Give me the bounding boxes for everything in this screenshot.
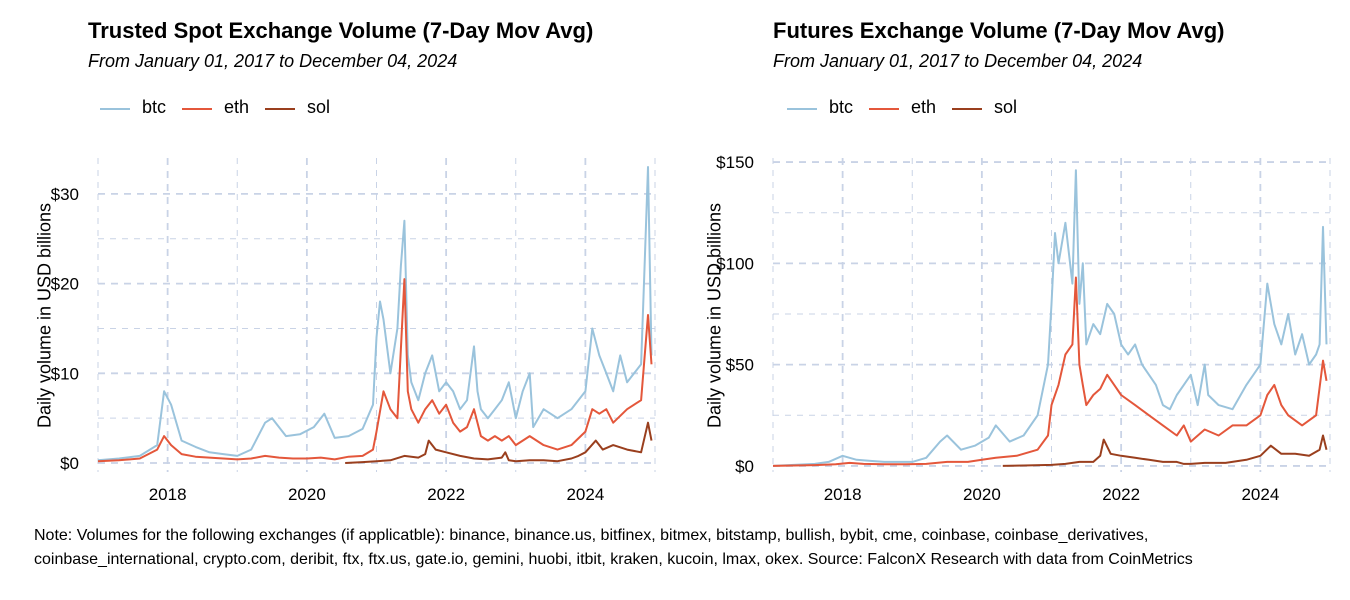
legend-swatch-sol (952, 107, 983, 110)
x-tick-label: 2022 (427, 485, 465, 504)
spot-chart-panel: Trusted Spot Exchange Volume (7-Day Mov … (0, 0, 675, 520)
y-tick-label: $0 (60, 454, 79, 473)
y-tick-label: $30 (51, 185, 79, 204)
legend-item-eth: eth (869, 97, 937, 118)
x-tick-label: 2018 (824, 485, 862, 504)
series-line-sol (1002, 434, 1328, 467)
y-tick-label: $20 (51, 275, 79, 294)
legend-item-sol: sol (265, 97, 331, 118)
x-tick-label: 2020 (963, 485, 1001, 504)
x-tick-label: 2018 (149, 485, 187, 504)
futures-chart-panel: Futures Exchange Volume (7-Day Mov Avg) … (675, 0, 1350, 520)
legend-swatch-eth (869, 107, 900, 110)
legend-swatch-btc (100, 107, 130, 110)
futures-plot-area: 2018 2020 2022 2024 $0 $50 $100 $150 (716, 153, 1331, 504)
y-tick-label: $50 (726, 356, 754, 375)
chart-subtitle: From January 01, 2017 to December 04, 20… (88, 51, 458, 71)
x-tick-label: 2024 (1241, 485, 1279, 504)
y-tick-label: $10 (51, 364, 79, 383)
legend-label: btc (829, 97, 854, 117)
chart-subtitle: From January 01, 2017 to December 04, 20… (773, 51, 1143, 71)
y-tick-label: $150 (716, 153, 754, 172)
series-line-eth (772, 276, 1328, 467)
chart-title: Futures Exchange Volume (7-Day Mov Avg) (773, 18, 1225, 43)
legend-item-btc: btc (787, 97, 854, 118)
legend-item-eth: eth (182, 97, 250, 118)
series-line-btc (772, 169, 1328, 467)
legend-item-btc: btc (100, 97, 167, 118)
series-line-sol (345, 421, 653, 464)
x-tick-label: 2020 (288, 485, 326, 504)
legend-label: eth (911, 97, 937, 117)
x-tick-label: 2024 (566, 485, 604, 504)
legend-label: btc (142, 97, 167, 117)
x-tick-label: 2022 (1102, 485, 1140, 504)
legend-swatch-eth (182, 107, 213, 110)
spot-plot-area: 2018 2020 2022 2024 $0 $10 $20 $30 (51, 158, 656, 504)
chart-title: Trusted Spot Exchange Volume (7-Day Mov … (88, 18, 594, 43)
series-line-eth (97, 278, 653, 463)
source-note: Note: Volumes for the following exchange… (34, 527, 1193, 568)
legend: btc eth sol (787, 97, 1033, 118)
legend-label: eth (224, 97, 250, 117)
legend-item-sol: sol (952, 97, 1018, 118)
series-line-btc (97, 166, 653, 462)
y-tick-label: $100 (716, 254, 754, 273)
y-tick-label: $0 (735, 457, 754, 476)
legend: btc eth sol (100, 97, 346, 118)
legend-label: sol (994, 97, 1018, 117)
legend-label: sol (307, 97, 331, 117)
legend-swatch-btc (787, 107, 817, 110)
legend-swatch-sol (265, 107, 296, 110)
